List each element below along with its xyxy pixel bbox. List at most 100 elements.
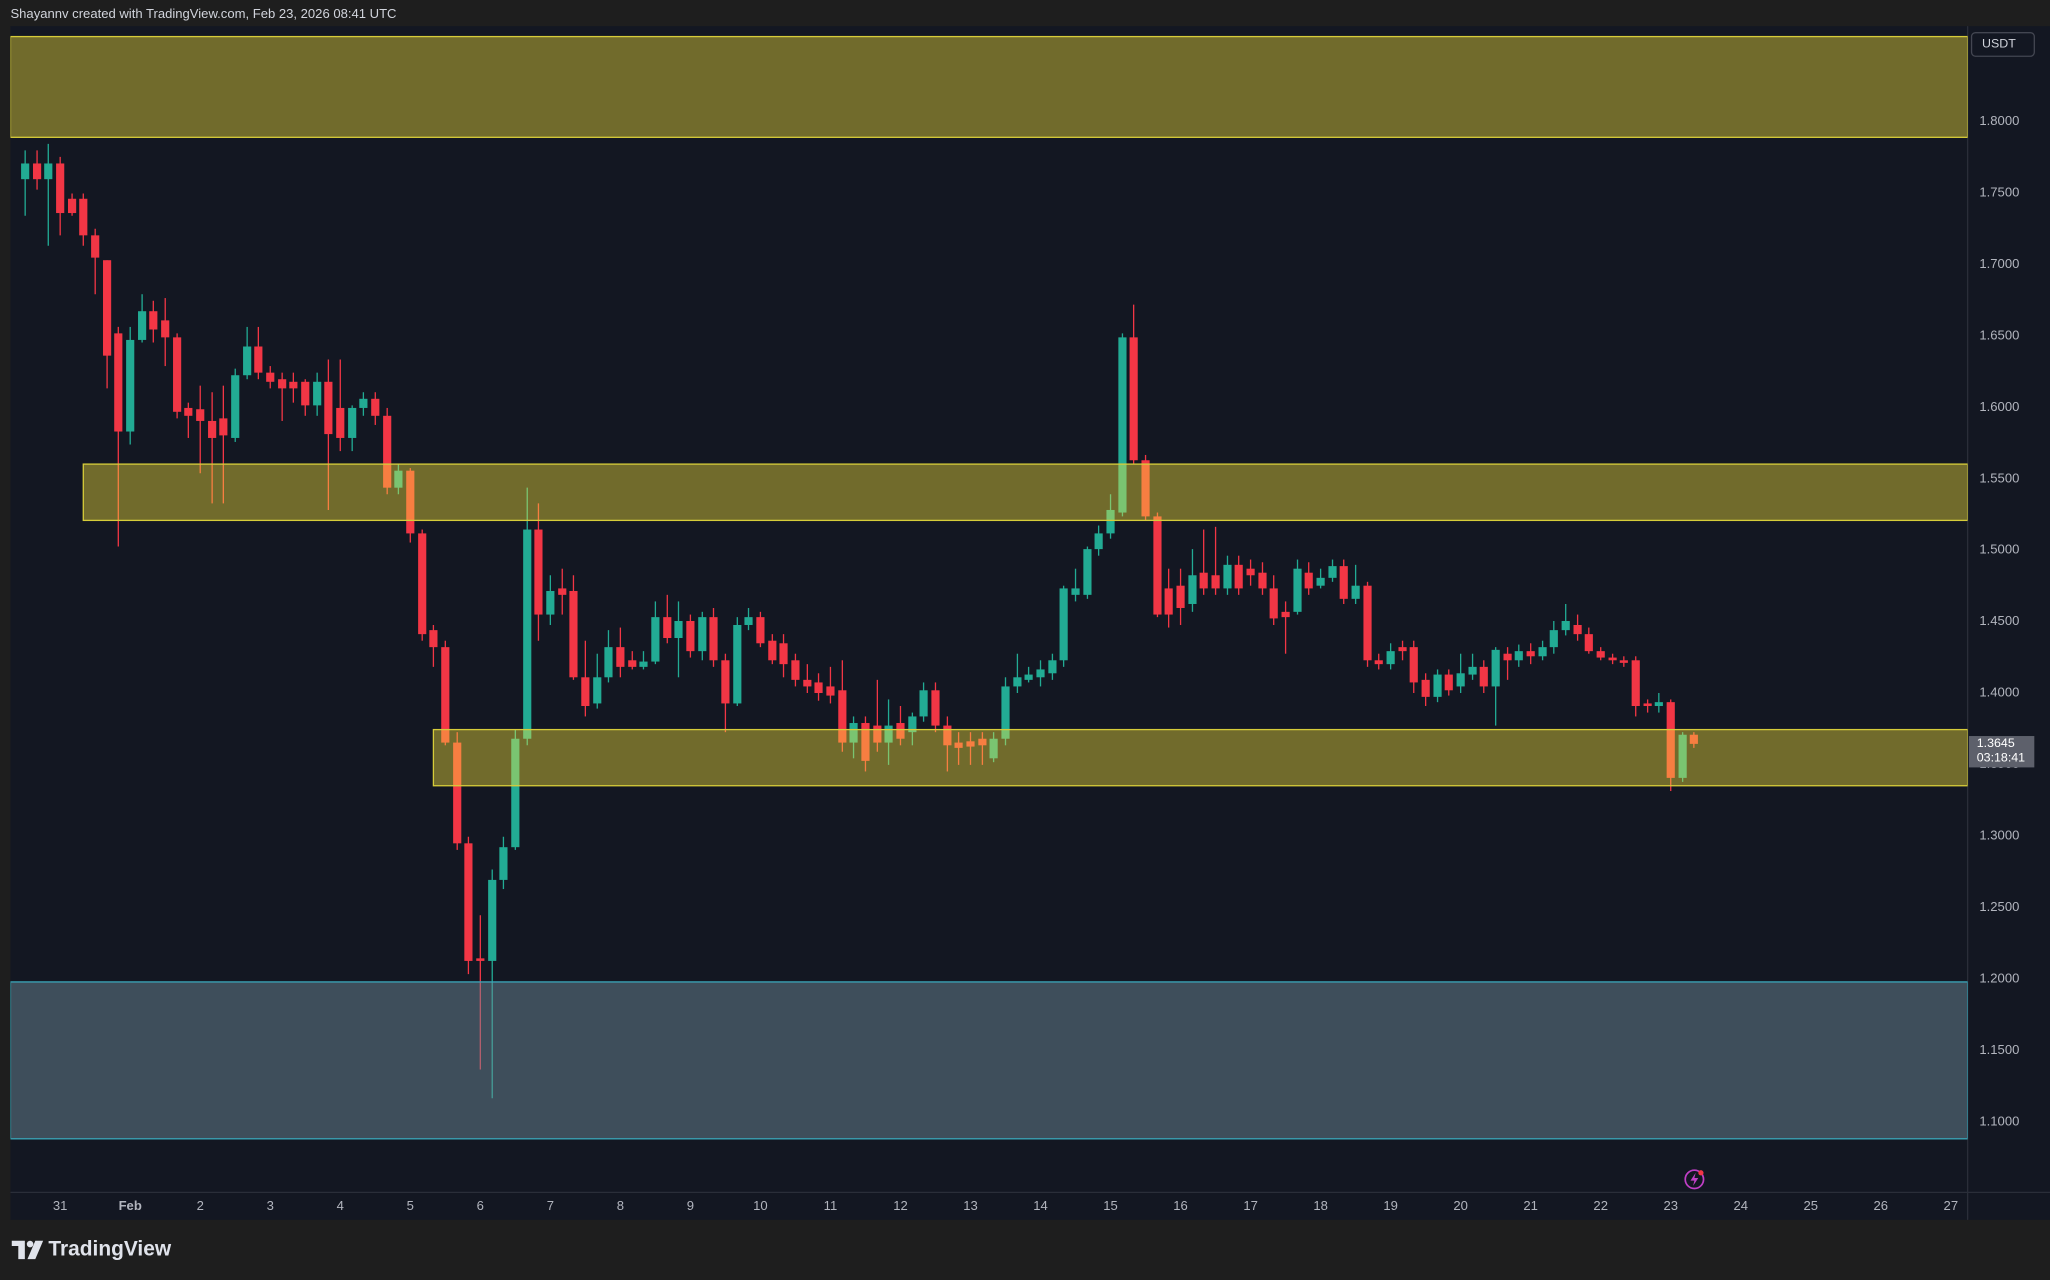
candle-body <box>674 620 683 638</box>
y-tick-label: 1.1500 <box>1979 1042 2019 1057</box>
x-tick-label: 16 <box>1173 1198 1188 1213</box>
x-tick-label: 11 <box>824 1198 838 1213</box>
zones <box>10 35 1968 1140</box>
candle-body <box>943 725 952 746</box>
candle-body <box>779 643 788 665</box>
candle-body <box>989 738 998 759</box>
candle-body <box>383 415 392 488</box>
candle-body <box>1304 572 1313 589</box>
candle-body <box>1479 666 1488 687</box>
candle-body <box>523 529 532 739</box>
x-tick-label: 27 <box>1944 1198 1959 1213</box>
candle-body <box>1363 585 1372 661</box>
candle-body <box>686 620 695 652</box>
y-tick-label: 1.1000 <box>1979 1113 2019 1128</box>
candle-body <box>1001 686 1010 739</box>
candle-body <box>429 630 438 648</box>
candle-body <box>278 379 287 389</box>
candle-body <box>1094 533 1103 550</box>
candle-body <box>1351 585 1360 599</box>
candle-body <box>919 690 928 717</box>
candle-body <box>1374 660 1383 665</box>
candle-body <box>1013 677 1022 687</box>
candle-body <box>954 742 963 748</box>
x-tick-label: 9 <box>687 1198 694 1213</box>
x-tick-label: 8 <box>617 1198 624 1213</box>
candle-body <box>21 163 30 180</box>
candle-body <box>1059 588 1068 661</box>
candle-body <box>1339 566 1348 599</box>
candle-body <box>1386 651 1395 665</box>
price-axis <box>1967 26 2050 1220</box>
x-tick-label: 25 <box>1804 1198 1819 1213</box>
x-tick-label: 10 <box>753 1198 768 1213</box>
flash-icon[interactable] <box>1684 1169 1705 1190</box>
x-tick-label: Feb <box>119 1198 142 1213</box>
candle-body <box>931 690 940 726</box>
candle-body <box>1246 568 1255 576</box>
candle-body <box>453 742 462 844</box>
candle-body <box>1468 666 1477 675</box>
candle-body <box>1514 651 1523 661</box>
candle-body <box>1118 337 1127 513</box>
candle-body <box>639 661 648 667</box>
x-tick-label: 7 <box>547 1198 554 1213</box>
candle-body <box>628 660 637 667</box>
candle-body <box>604 647 613 678</box>
candle-body <box>67 198 77 214</box>
candle-body <box>581 677 590 707</box>
candle-body <box>1596 651 1605 658</box>
candle-body <box>313 381 322 406</box>
zone <box>10 35 1968 138</box>
y-tick-label: 1.2000 <box>1979 970 2019 985</box>
candle-body <box>884 725 893 743</box>
candle-body <box>1573 624 1582 635</box>
currency: USDT <box>1982 37 2016 51</box>
candle-body <box>56 163 65 214</box>
candle-body <box>908 716 917 733</box>
candle-body <box>173 337 182 412</box>
x-tick-label: 14 <box>1033 1198 1048 1213</box>
x-tick-label: 31 <box>53 1198 68 1213</box>
candle-body <box>861 723 870 761</box>
candle-body <box>511 738 520 848</box>
last-price: 1.3645 <box>1977 736 2015 750</box>
candle-body <box>266 372 275 382</box>
candle-body <box>1316 577 1325 586</box>
candle-body <box>1503 653 1512 661</box>
x-tick-label: 26 <box>1874 1198 1889 1213</box>
zone <box>10 981 1968 1140</box>
candle-body <box>978 738 987 746</box>
candle-body <box>1071 588 1080 595</box>
candle-body <box>616 647 625 667</box>
candle-body <box>1258 572 1267 589</box>
candle-body <box>1281 611 1290 618</box>
candle-body <box>791 660 800 680</box>
candle-body <box>231 375 240 438</box>
x-tick-label: 15 <box>1103 1198 1118 1213</box>
candle-body <box>651 617 660 662</box>
candle-body <box>849 723 858 743</box>
candle-body <box>406 470 415 534</box>
candle-body <box>1678 734 1687 778</box>
x-tick-label: 2 <box>197 1198 204 1213</box>
candle-body <box>359 398 368 408</box>
candle-body <box>803 679 812 687</box>
candle-body <box>44 163 53 180</box>
candle-body <box>1141 460 1150 517</box>
x-tick-label: 4 <box>337 1198 344 1213</box>
candle-body <box>196 409 205 421</box>
y-tick-label: 1.4500 <box>1979 613 2019 628</box>
candle-body <box>721 660 730 704</box>
candle-body <box>208 420 217 438</box>
candle-body <box>534 529 543 615</box>
candle-body <box>1608 657 1617 661</box>
candle-body <box>301 381 310 406</box>
candle-body <box>826 686 835 696</box>
candle-body <box>1293 568 1302 612</box>
currency-box[interactable] <box>1970 32 2035 57</box>
candle-body <box>1211 575 1220 589</box>
y-tick-label: 1.4000 <box>1979 685 2019 700</box>
candle-body <box>114 333 123 432</box>
